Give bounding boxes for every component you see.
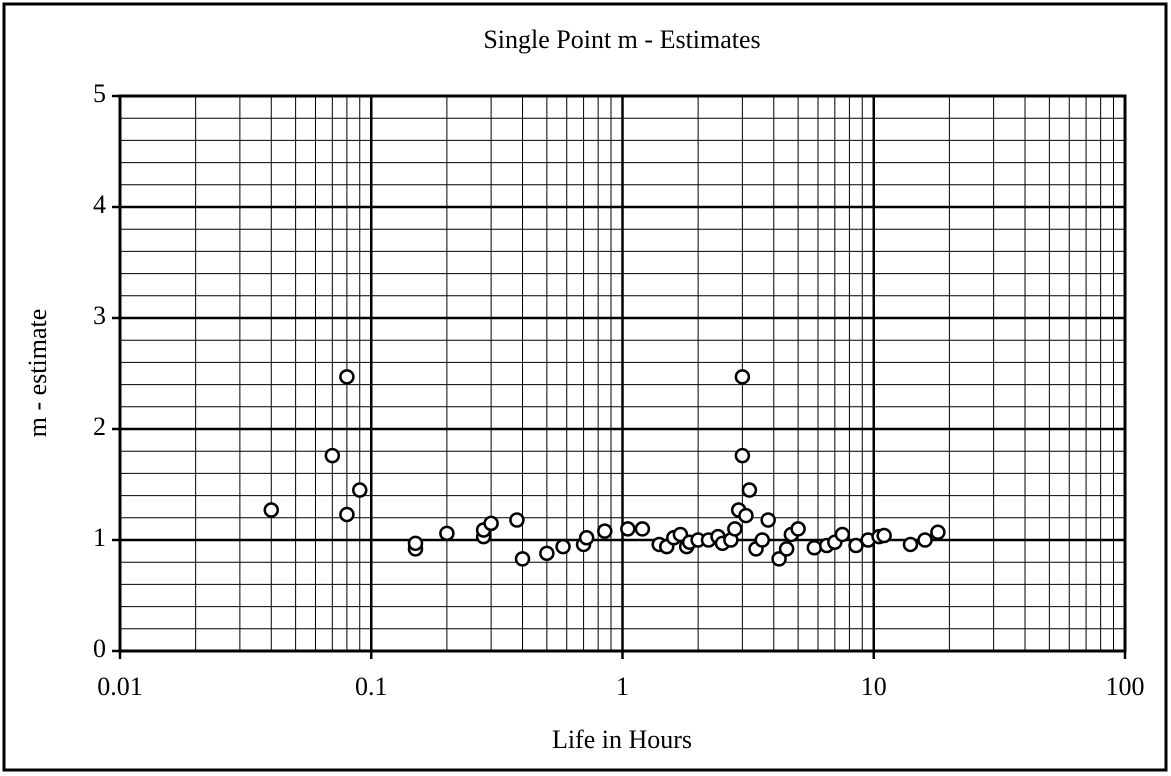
- data-point: [917, 532, 933, 548]
- y-tick-label: 2: [93, 412, 106, 441]
- data-point: [339, 369, 355, 385]
- data-point: [597, 523, 613, 539]
- y-tick-label: 5: [93, 79, 106, 108]
- x-tick-label: 0.1: [355, 672, 388, 701]
- data-point: [738, 507, 754, 524]
- data-point: [352, 482, 368, 498]
- data-point: [741, 482, 758, 498]
- data-point: [439, 525, 455, 542]
- data-point: [902, 536, 919, 553]
- data-point: [509, 512, 525, 528]
- data-point: [483, 515, 499, 532]
- y-tick-label: 1: [93, 523, 106, 552]
- x-tick-label: 0.01: [97, 672, 143, 701]
- data-point: [734, 447, 751, 464]
- data-point: [930, 524, 946, 540]
- data-point: [848, 537, 864, 554]
- data-point: [263, 502, 280, 518]
- data-point: [324, 447, 341, 464]
- y-axis-label: m - estimate: [23, 309, 52, 438]
- data-point: [578, 530, 595, 546]
- data-point: [876, 527, 892, 544]
- y-tick-label: 4: [93, 190, 106, 219]
- data-point: [778, 541, 795, 557]
- data-point: [834, 526, 851, 543]
- data-point: [806, 540, 823, 556]
- x-tick-label: 100: [1106, 672, 1145, 701]
- data-point: [634, 521, 651, 537]
- data-point: [620, 521, 636, 537]
- y-tick-label: 3: [93, 301, 106, 330]
- data-point: [514, 551, 531, 567]
- data-point: [555, 538, 571, 555]
- data-point: [760, 512, 776, 528]
- chart-title: Single Point m - Estimates: [483, 25, 760, 54]
- data-point: [734, 369, 751, 385]
- data-point: [771, 551, 787, 567]
- data-point: [407, 535, 424, 552]
- plot-area-border: [118, 94, 1127, 653]
- x-tick-label: 1: [616, 672, 629, 701]
- data-point: [790, 521, 806, 537]
- y-tick-label: 0: [93, 634, 106, 663]
- data-point: [339, 506, 355, 523]
- x-axis-label: Life in Hours: [552, 725, 692, 754]
- data-point: [727, 521, 743, 537]
- x-tick-label: 10: [861, 672, 887, 701]
- data-point: [754, 532, 771, 548]
- data-point: [539, 545, 555, 562]
